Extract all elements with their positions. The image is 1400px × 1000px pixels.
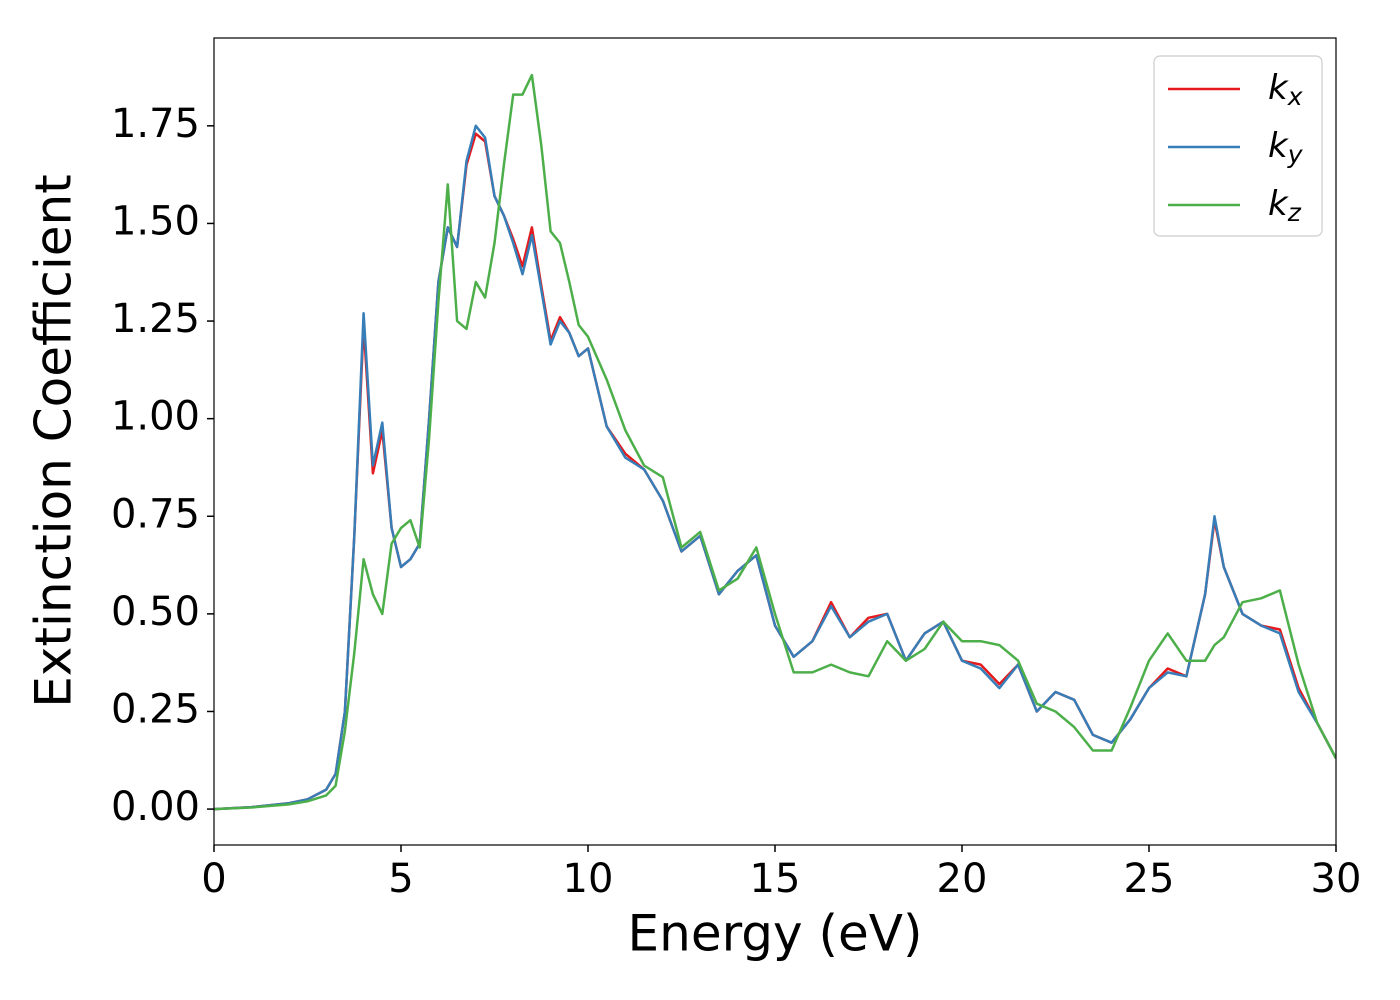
y-tick-label: 0.25 bbox=[111, 686, 200, 732]
x-tick-label: 15 bbox=[750, 856, 801, 902]
y-axis-label: Extinction Coefficient bbox=[25, 174, 83, 708]
x-tick-label: 20 bbox=[937, 856, 988, 902]
legend-label: ky bbox=[1268, 126, 1304, 170]
series-line bbox=[214, 73, 1336, 811]
y-tick-label: 1.25 bbox=[111, 296, 200, 342]
x-tick-label: 5 bbox=[388, 856, 413, 902]
x-tick-label: 25 bbox=[1124, 856, 1175, 902]
y-tick-label: 1.50 bbox=[111, 198, 200, 244]
y-tick-label: 0.50 bbox=[111, 589, 200, 635]
x-tick-label: 0 bbox=[201, 856, 226, 902]
legend-label: kz bbox=[1268, 184, 1302, 228]
plot-frame bbox=[213, 37, 1337, 846]
y-tick-label: 0.00 bbox=[111, 784, 200, 830]
legend-label: kx bbox=[1268, 68, 1303, 112]
y-tick-label: 1.00 bbox=[111, 394, 200, 440]
x-tick-label: 10 bbox=[563, 856, 614, 902]
x-tick-label: 30 bbox=[1311, 856, 1362, 902]
y-tick-label: 0.75 bbox=[111, 491, 200, 537]
series-line bbox=[214, 124, 1336, 811]
x-axis-label: Energy (eV) bbox=[628, 905, 923, 963]
y-tick-label: 1.75 bbox=[111, 101, 200, 147]
